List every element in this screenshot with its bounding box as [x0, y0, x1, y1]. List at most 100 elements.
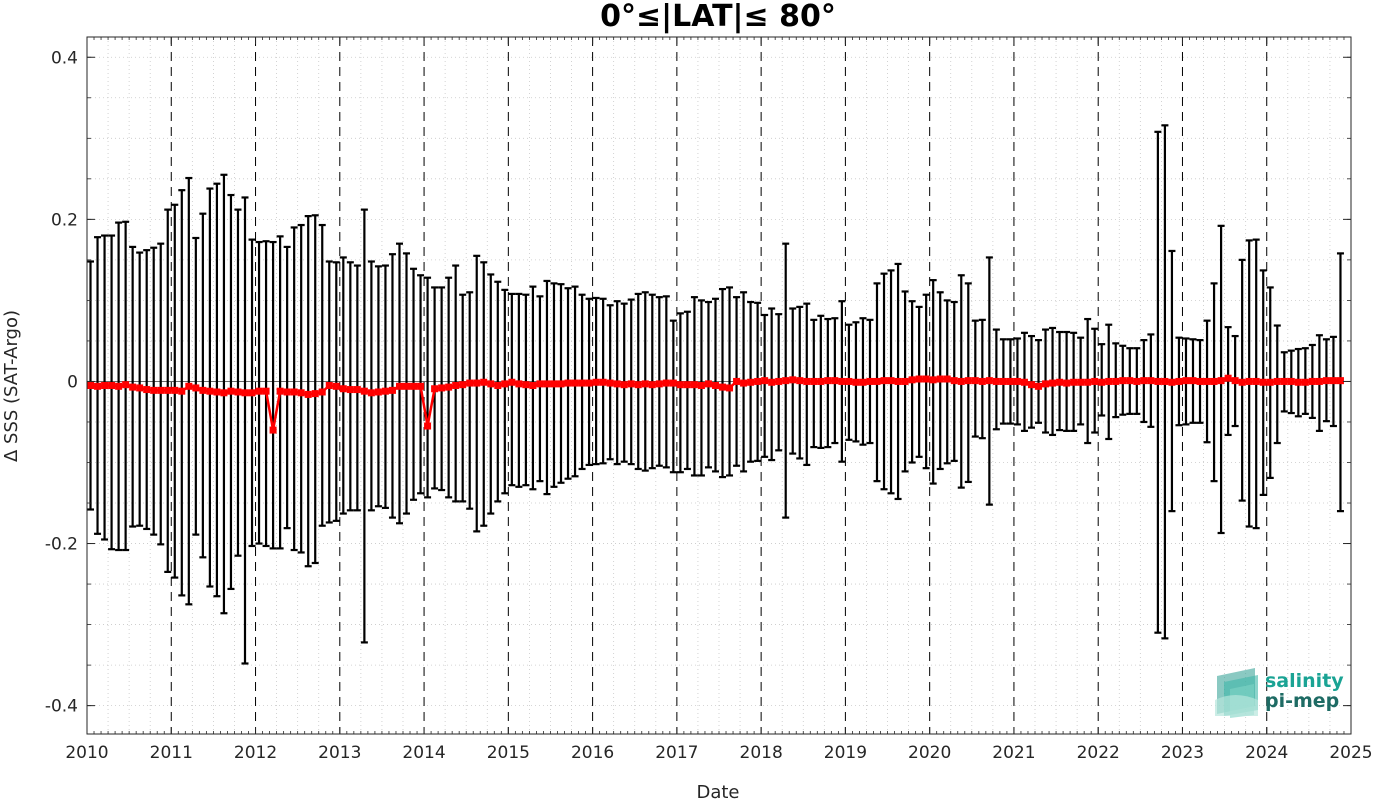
mean-point	[529, 382, 537, 389]
mean-point	[1175, 377, 1183, 385]
error-bar	[536, 295, 544, 483]
mean-point	[1042, 380, 1050, 388]
error-bar	[332, 261, 340, 522]
x-tick-label: 2015	[487, 743, 530, 763]
x-tick-label: 2016	[571, 743, 614, 763]
error-bar	[676, 312, 684, 474]
mean-point	[782, 377, 790, 385]
mean-point	[599, 378, 607, 386]
error-bar	[1035, 339, 1043, 424]
mean-point	[1049, 379, 1057, 387]
mean-point	[255, 387, 263, 395]
mean-point	[522, 381, 530, 389]
mean-point	[192, 384, 200, 392]
error-bar	[185, 176, 193, 606]
mean-point	[206, 387, 214, 395]
mean-point	[1224, 374, 1232, 382]
mean-point	[1287, 377, 1295, 385]
mean-point	[985, 377, 993, 385]
mean-point	[733, 377, 741, 385]
mean-point	[887, 377, 895, 385]
chart-title: 0°≤|LAT|≤ 80°	[600, 0, 836, 34]
mean-point	[360, 387, 368, 395]
mean-point	[557, 380, 565, 388]
mean-point	[803, 377, 811, 385]
error-bar	[297, 223, 305, 554]
mean-point	[1119, 377, 1127, 385]
error-bar	[374, 265, 382, 508]
mean-point	[1154, 377, 1162, 385]
mean-point	[711, 382, 719, 389]
mean-point	[859, 378, 867, 386]
mean-point	[213, 388, 221, 396]
x-tick-label: 2017	[655, 743, 698, 763]
mean-point	[178, 387, 186, 395]
mean-point	[480, 378, 488, 386]
error-bar	[311, 214, 319, 565]
mean-point	[417, 382, 425, 390]
mean-point	[452, 382, 460, 389]
mean-point	[936, 375, 944, 383]
mean-point	[381, 387, 389, 395]
mean-point	[950, 377, 958, 385]
x-tick-label: 2024	[1245, 743, 1288, 763]
mean-point	[824, 377, 832, 385]
mean-point	[669, 379, 677, 387]
grid	[87, 37, 1351, 734]
mean-point	[297, 389, 305, 397]
mean-point	[290, 388, 298, 396]
mean-point	[150, 386, 158, 394]
mean-point	[199, 386, 207, 394]
mean-point	[901, 377, 909, 385]
x-axis-label: Date	[696, 782, 739, 801]
mean-point	[880, 377, 888, 385]
mean-point	[606, 379, 614, 387]
mean-point	[1196, 377, 1204, 385]
mean-point	[445, 383, 453, 391]
mean-point	[262, 387, 270, 395]
mean-point	[304, 390, 312, 398]
error-bar	[515, 292, 523, 488]
mean-point	[683, 381, 691, 389]
mean-point	[894, 377, 902, 385]
error-bar	[543, 279, 551, 496]
mean-point	[641, 380, 649, 388]
mean-point	[115, 382, 123, 390]
mean-point	[999, 377, 1007, 385]
mean-point	[1161, 377, 1169, 385]
mean-point	[1147, 377, 1155, 385]
mean-point	[655, 380, 663, 388]
mean-point	[367, 389, 375, 397]
error-bar	[522, 293, 530, 487]
error-bar	[269, 240, 277, 550]
mean-point	[1301, 378, 1309, 386]
mean-point	[424, 422, 432, 430]
mean-point	[789, 376, 797, 384]
mean-point	[922, 375, 930, 383]
mean-point	[515, 380, 523, 388]
error-bar	[234, 208, 242, 557]
mean-point	[508, 378, 516, 386]
mean-point	[325, 382, 333, 389]
x-tick-label: 2023	[1161, 743, 1204, 763]
mean-point	[1070, 378, 1078, 386]
mean-point	[627, 380, 635, 388]
error-bar	[480, 261, 488, 527]
mean-point	[915, 375, 923, 383]
mean-point	[1273, 377, 1281, 385]
mean-point	[592, 378, 600, 386]
axis-ticks: 2010 2011 2012 2013 2014 2015 2016 2017 2018 2019…	[45, 37, 1373, 763]
mean-series	[87, 374, 1344, 434]
mean-point	[241, 389, 249, 397]
mean-point	[810, 377, 818, 385]
mean-point	[971, 377, 979, 385]
mean-point	[1266, 378, 1274, 386]
error-bar	[508, 292, 516, 487]
mean-point	[620, 381, 628, 389]
mean-point	[775, 377, 783, 385]
mean-point	[943, 375, 951, 383]
mean-point	[1210, 377, 1218, 385]
error-bar	[466, 291, 474, 510]
mean-point	[1252, 377, 1260, 385]
